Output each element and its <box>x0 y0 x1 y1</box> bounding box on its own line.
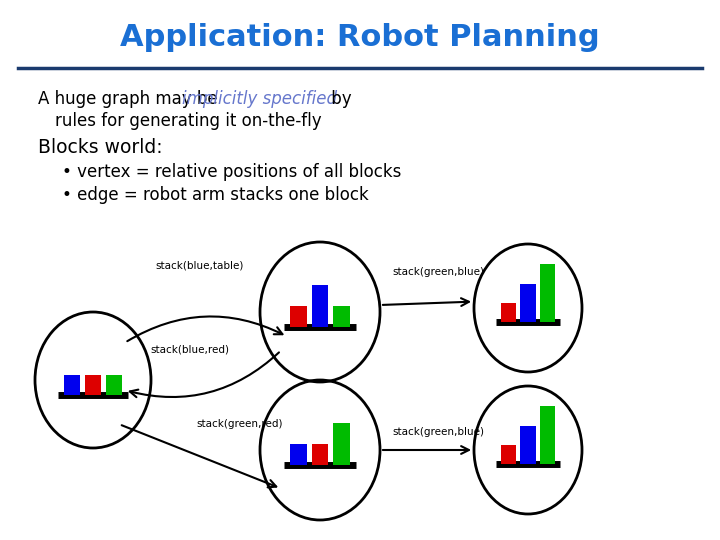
Text: Blocks world:: Blocks world: <box>38 138 163 157</box>
FancyArrowPatch shape <box>383 446 469 454</box>
Text: Application: Robot Planning: Application: Robot Planning <box>120 24 600 52</box>
Text: stack(green,blue): stack(green,blue) <box>392 267 484 277</box>
Text: stack(green,red): stack(green,red) <box>196 419 282 429</box>
Text: stack(blue,table): stack(blue,table) <box>155 260 243 270</box>
Text: stack(green,blue): stack(green,blue) <box>392 427 484 437</box>
Bar <box>333 306 350 327</box>
Bar <box>501 445 516 464</box>
FancyArrowPatch shape <box>127 316 282 341</box>
Bar <box>64 375 80 395</box>
Bar <box>521 426 536 464</box>
Bar <box>106 375 122 395</box>
Bar <box>521 284 536 322</box>
Bar <box>540 265 555 322</box>
Bar <box>290 306 307 327</box>
FancyArrowPatch shape <box>122 425 276 488</box>
Bar <box>85 375 101 395</box>
FancyArrowPatch shape <box>130 353 279 397</box>
Text: • edge = robot arm stacks one block: • edge = robot arm stacks one block <box>62 186 369 204</box>
Text: rules for generating it on-the-fly: rules for generating it on-the-fly <box>55 112 322 130</box>
Text: implicitly specified: implicitly specified <box>182 90 337 108</box>
Bar <box>501 303 516 322</box>
Text: • vertex = relative positions of all blocks: • vertex = relative positions of all blo… <box>62 163 401 181</box>
Bar <box>333 423 350 465</box>
Text: by: by <box>326 90 351 108</box>
Bar <box>540 407 555 464</box>
Bar <box>290 444 307 465</box>
Text: A huge graph may be: A huge graph may be <box>38 90 223 108</box>
Bar <box>312 286 328 327</box>
FancyArrowPatch shape <box>383 298 469 306</box>
Bar <box>312 444 328 465</box>
Text: stack(blue,red): stack(blue,red) <box>150 345 229 355</box>
